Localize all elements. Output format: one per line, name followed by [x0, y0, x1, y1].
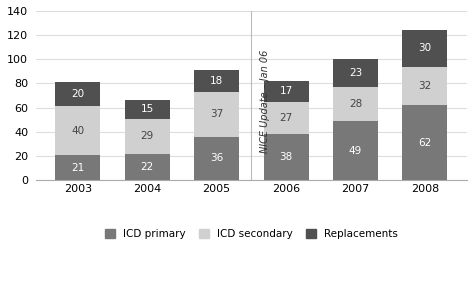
Text: 30: 30: [419, 44, 431, 53]
Text: 32: 32: [418, 81, 431, 91]
Bar: [333, 59, 378, 87]
Text: 29: 29: [141, 131, 154, 141]
Text: 23: 23: [349, 68, 362, 78]
Text: 37: 37: [210, 109, 223, 119]
Bar: [125, 119, 170, 154]
Text: 21: 21: [71, 162, 84, 173]
Bar: [402, 105, 447, 180]
Text: 28: 28: [349, 99, 362, 109]
Bar: [194, 137, 239, 180]
Text: 62: 62: [418, 138, 431, 148]
Bar: [125, 100, 170, 119]
Bar: [402, 30, 447, 67]
Bar: [333, 121, 378, 180]
Text: 27: 27: [280, 113, 293, 123]
Bar: [333, 87, 378, 121]
Bar: [264, 134, 309, 180]
Legend: ICD primary, ICD secondary, Replacements: ICD primary, ICD secondary, Replacements: [105, 229, 398, 239]
Bar: [55, 82, 100, 106]
Bar: [194, 70, 239, 92]
Text: NICE Update – Jan 06: NICE Update – Jan 06: [260, 50, 270, 153]
Bar: [55, 155, 100, 180]
Bar: [264, 81, 309, 101]
Bar: [55, 106, 100, 155]
Bar: [194, 92, 239, 137]
Bar: [264, 102, 309, 134]
Text: 20: 20: [71, 89, 84, 99]
Text: 18: 18: [210, 76, 223, 86]
Text: 38: 38: [280, 152, 293, 162]
Bar: [402, 67, 447, 105]
Text: 36: 36: [210, 153, 223, 164]
Text: 40: 40: [71, 126, 84, 136]
Text: 49: 49: [349, 146, 362, 156]
Text: 15: 15: [141, 104, 154, 115]
Text: 22: 22: [141, 162, 154, 172]
Text: 17: 17: [280, 86, 293, 96]
Bar: [125, 154, 170, 180]
